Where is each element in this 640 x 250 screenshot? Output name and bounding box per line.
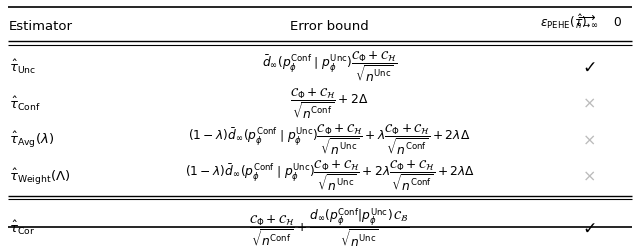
Text: Error bound: Error bound: [290, 20, 369, 32]
Text: $\checkmark$: $\checkmark$: [582, 58, 596, 76]
Text: $\dfrac{\mathcal{C}_\Phi+\mathcal{C}_\mathcal{H}}{\sqrt{n^{\mathrm{Conf}}}} + \d: $\dfrac{\mathcal{C}_\Phi+\mathcal{C}_\ma…: [250, 206, 410, 248]
Text: $\underset{n\to\infty}{\longrightarrow}$: $\underset{n\to\infty}{\longrightarrow}$: [575, 13, 599, 31]
Text: $\times$: $\times$: [582, 168, 595, 183]
Text: $\checkmark$: $\checkmark$: [582, 218, 596, 236]
Text: Estimator: Estimator: [9, 20, 73, 32]
Text: $(1-\lambda)\bar{d}_{\infty}(p_\phi^{\mathrm{Conf}} \mid p_\phi^{\mathrm{Unc}})\: $(1-\lambda)\bar{d}_{\infty}(p_\phi^{\ma…: [184, 158, 475, 193]
Text: $\times$: $\times$: [582, 132, 595, 147]
Text: $\hat{\tau}_{\mathrm{Avg}}(\lambda)$: $\hat{\tau}_{\mathrm{Avg}}(\lambda)$: [9, 129, 54, 150]
Text: $\hat{\tau}_{\mathrm{Conf}}$: $\hat{\tau}_{\mathrm{Conf}}$: [9, 94, 40, 112]
Text: $\epsilon_{\mathrm{PEHE}}(\hat{\tau})$: $\epsilon_{\mathrm{PEHE}}(\hat{\tau})$: [540, 13, 587, 31]
Text: $\hat{\tau}_{\mathrm{Unc}}$: $\hat{\tau}_{\mathrm{Unc}}$: [9, 58, 36, 76]
Text: $\dfrac{\mathcal{C}_\Phi+\mathcal{C}_\mathcal{H}}{\sqrt{n^{\mathrm{Conf}}}} + 2\: $\dfrac{\mathcal{C}_\Phi+\mathcal{C}_\ma…: [291, 86, 369, 120]
Text: $\bar{d}_{\infty}(p_\phi^{\mathrm{Conf}} \mid p_\phi^{\mathrm{Unc}})\dfrac{\math: $\bar{d}_{\infty}(p_\phi^{\mathrm{Conf}}…: [262, 49, 397, 84]
Text: $(1-\lambda)\bar{d}_{\infty}(p_\phi^{\mathrm{Conf}} \mid p_\phi^{\mathrm{Unc}})\: $(1-\lambda)\bar{d}_{\infty}(p_\phi^{\ma…: [188, 122, 470, 157]
Text: $\times$: $\times$: [582, 96, 595, 110]
Text: $\hat{\tau}_{\mathrm{Cor}}$: $\hat{\tau}_{\mathrm{Cor}}$: [9, 218, 35, 236]
Text: $\hat{\tau}_{\mathrm{Weight}}(\Lambda)$: $\hat{\tau}_{\mathrm{Weight}}(\Lambda)$: [9, 166, 70, 186]
Text: $0$: $0$: [613, 16, 622, 28]
